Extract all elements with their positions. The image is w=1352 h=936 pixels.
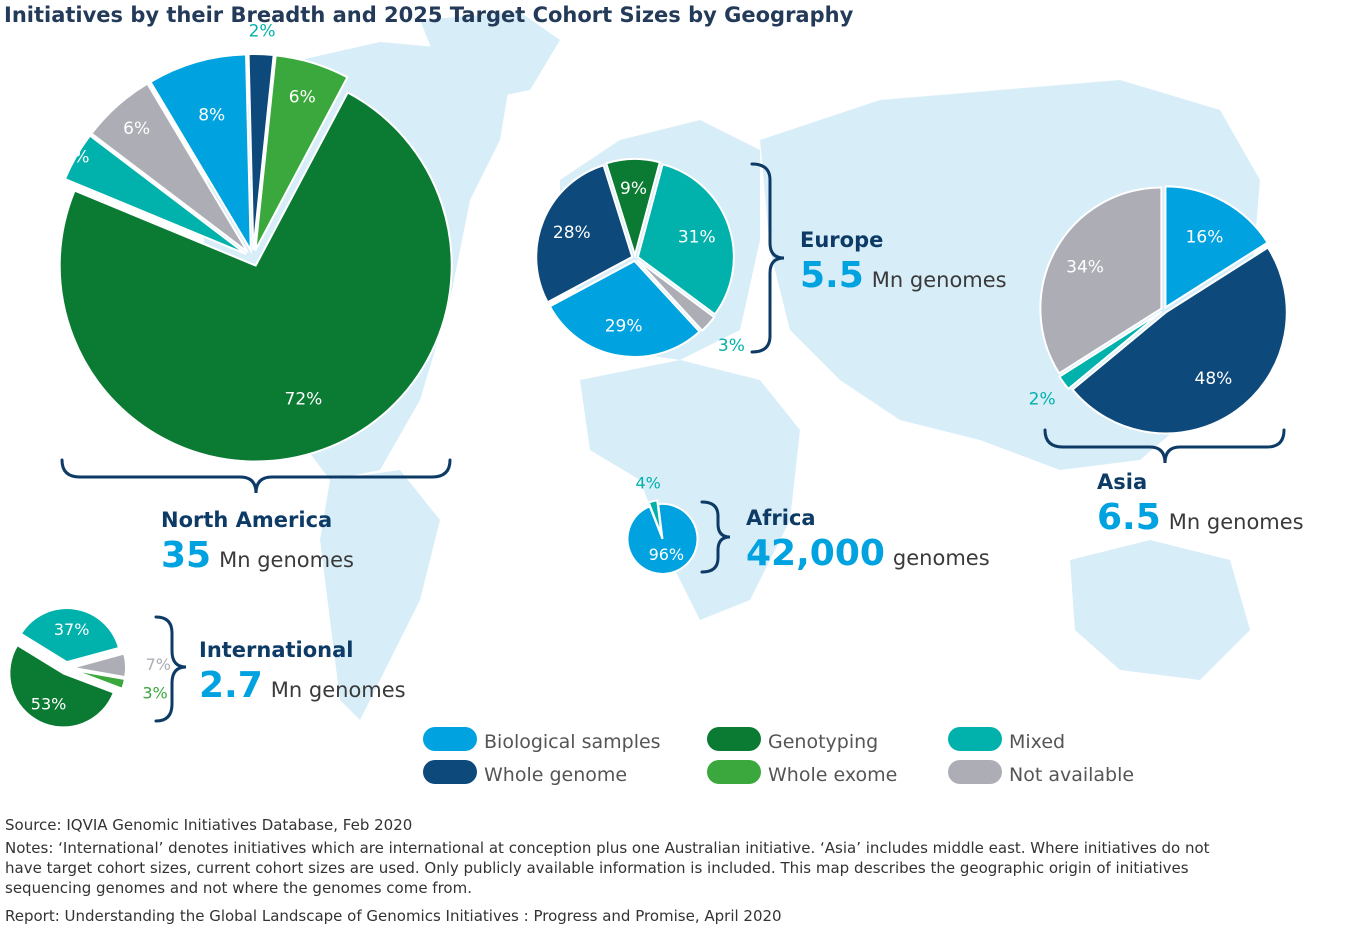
pie-asia-slice-not-available	[1039, 186, 1163, 375]
legend-label-genotyping: Genotyping	[768, 731, 878, 753]
pie-north-america-label-not-available: 6%	[123, 119, 150, 139]
pie-international-slice-genotyping	[8, 643, 116, 729]
bracket-europe	[750, 162, 785, 354]
pie-europe-label-not-available: 3%	[718, 336, 745, 356]
pie-international-label-mixed: 37%	[54, 620, 90, 639]
region-name-africa: Africa	[746, 506, 816, 530]
pie-north-america-label-whole-genome: 2%	[249, 22, 276, 42]
pie-international-slice-not-available	[71, 652, 127, 679]
pie-north-america-label-genotyping: 72%	[285, 389, 323, 409]
region-value-asia: 6.5 Mn genomes	[1097, 497, 1304, 538]
legend-label-mixed: Mixed	[1009, 731, 1065, 753]
pie-north-america-slice-biological-samples	[149, 53, 252, 255]
map-australia	[1070, 540, 1250, 680]
pie-asia-label-mixed: 2%	[1029, 390, 1056, 410]
pie-north-america-slice-whole-genome	[247, 53, 275, 251]
pie-africa: 96% 4%	[626, 473, 699, 575]
pie-europe-label-whole-genome: 28%	[553, 223, 591, 243]
region-name-europe: Europe	[800, 228, 883, 252]
pie-europe-slice-whole-genome	[535, 164, 634, 304]
pie-europe-label-genotyping: 9%	[620, 179, 647, 199]
footer-notes-line-2: have target cohort sizes, current cohort…	[5, 859, 1189, 877]
pie-north-america-slice-not-available	[90, 82, 249, 253]
pie-north-america-label-biological-samples: 8%	[198, 106, 225, 126]
bracket-africa	[700, 500, 731, 574]
footer-report: Report: Understanding the Global Landsca…	[5, 907, 782, 925]
pie-asia-slice-whole-genome	[1071, 246, 1288, 435]
pie-international-label-whole-exome: 3%	[142, 684, 167, 703]
pie-international-slice-mixed	[19, 607, 121, 664]
legend-label-not-available: Not available	[1009, 764, 1134, 786]
region-value-international: 2.7 Mn genomes	[199, 665, 406, 706]
pie-europe-slice-mixed	[636, 163, 735, 316]
pie-europe-slice-biological-samples	[548, 259, 701, 358]
legend-swatch-whole-genome	[423, 760, 477, 784]
region-name-international: International	[199, 638, 354, 662]
pie-europe-label-biological-samples: 29%	[605, 316, 643, 336]
bracket-north-america	[60, 458, 452, 494]
pie-europe-label-mixed: 31%	[678, 227, 716, 247]
legend-label-biological-samples: Biological samples	[484, 731, 661, 753]
region-name-north-america: North America	[161, 508, 332, 532]
footer-notes-line-1: Notes: ‘International’ denotes initiativ…	[5, 839, 1210, 857]
footer-notes-line-3: sequencing genomes and not where the gen…	[5, 879, 472, 897]
pie-europe-slice-not-available	[636, 259, 716, 333]
pie-asia-label-biological-samples: 16%	[1186, 227, 1224, 247]
bracket-international	[154, 615, 187, 723]
footer: Source: IQVIA Genomic Initiatives Databa…	[5, 816, 1210, 925]
pie-africa-slice-mixed	[647, 499, 663, 536]
pie-europe: 31% 3% 29% 28% 9%	[535, 158, 745, 358]
legend-swatch-mixed	[948, 727, 1002, 751]
pie-north-america: 72% 4% 6% 8% 2% 6%	[58, 22, 453, 463]
region-value-europe: 5.5 Mn genomes	[800, 255, 1007, 296]
pie-asia: 16% 48% 2% 34%	[1029, 185, 1288, 435]
pie-africa-label-mixed: 4%	[636, 473, 661, 492]
region-value-north-america: 35 Mn genomes	[161, 535, 354, 576]
pie-asia-slice-biological-samples	[1164, 185, 1269, 310]
pie-africa-label-biological-samples: 96%	[649, 545, 685, 564]
pie-asia-slice-mixed	[1058, 310, 1163, 391]
bracket-asia	[1043, 428, 1286, 464]
pie-north-america-label-whole-exome: 6%	[289, 88, 316, 108]
chart-title: Initiatives by their Breadth and 2025 Ta…	[4, 3, 854, 27]
pie-north-america-label-mixed: 4%	[63, 148, 90, 168]
legend-swatch-biological-samples	[423, 727, 477, 751]
pie-international: 3% 53% 37% 7%	[8, 607, 171, 729]
legend: Biological samples Genotyping Mixed Whol…	[423, 727, 1134, 786]
region-value-africa: 42,000 genomes	[746, 533, 990, 574]
pie-international-label-genotyping: 53%	[31, 694, 67, 713]
pie-europe-slice-genotyping	[604, 158, 662, 259]
footer-source: Source: IQVIA Genomic Initiatives Databa…	[5, 816, 412, 834]
legend-swatch-not-available	[948, 760, 1002, 784]
pie-north-america-slice-whole-exome	[254, 54, 349, 251]
legend-swatch-whole-exome	[707, 760, 761, 784]
legend-label-whole-exome: Whole exome	[768, 764, 897, 786]
pie-asia-label-not-available: 34%	[1066, 258, 1104, 278]
pie-international-label-not-available: 7%	[146, 655, 171, 674]
pie-international-slice-whole-exome	[71, 668, 127, 691]
pie-north-america-slice-genotyping	[58, 91, 453, 463]
region-name-asia: Asia	[1097, 470, 1147, 494]
map-greenland	[420, 12, 560, 100]
map-south-america	[320, 470, 440, 720]
pie-asia-label-whole-genome: 48%	[1195, 369, 1233, 389]
legend-label-whole-genome: Whole genome	[484, 764, 627, 786]
map-africa	[580, 360, 800, 620]
pie-africa-slice-biological-samples	[626, 502, 699, 575]
pie-north-america-slice-mixed	[63, 134, 247, 255]
legend-swatch-genotyping	[707, 727, 761, 751]
